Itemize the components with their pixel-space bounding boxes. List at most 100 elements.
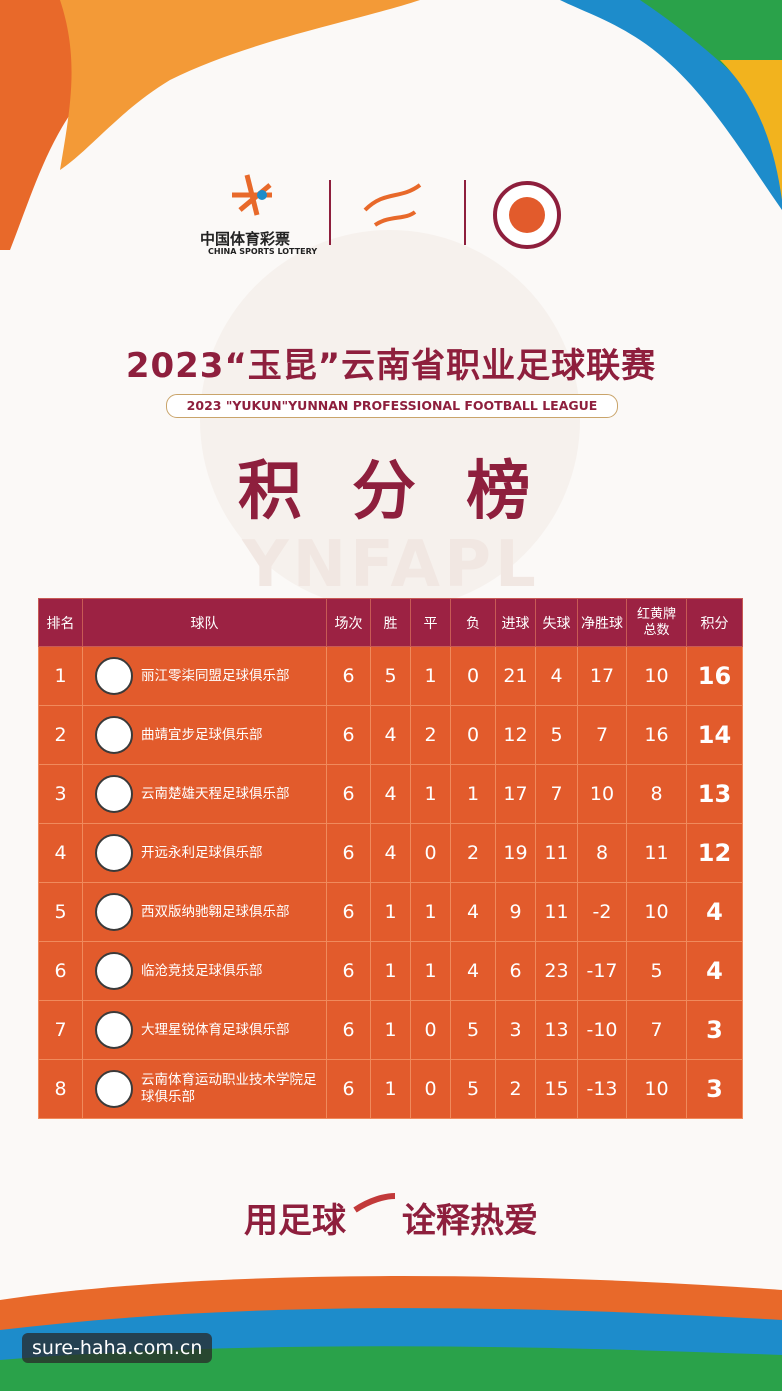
column-header: 进球	[495, 598, 536, 647]
slogan-left: 用足球	[244, 1201, 346, 1241]
team-name: 西双版纳驰翱足球俱乐部	[141, 903, 290, 920]
stat-cell: 6	[326, 646, 371, 706]
stat-cell: 6	[326, 1059, 371, 1119]
stat-cell: 1	[410, 646, 451, 706]
team-name: 临沧竞技足球俱乐部	[141, 962, 263, 979]
points-cell: 12	[686, 823, 743, 883]
team-cell: 云南体育运动职业技术学院足球俱乐部	[82, 1059, 327, 1119]
stat-cell: 0	[450, 646, 496, 706]
stat-cell: 3	[38, 764, 83, 824]
lottery-name-en: CHINA SPORTS LOTTERY	[208, 247, 318, 256]
title: 2023“玉昆”云南省职业足球联赛	[125, 346, 657, 386]
stat-cell: 11	[535, 823, 578, 883]
stat-cell: 7	[577, 705, 627, 765]
stat-cell: 12	[495, 705, 536, 765]
stat-cell: 2	[38, 705, 83, 765]
table-row: 3 云南楚雄天程足球俱乐部 6 4 1 1 17 7 10 8 13	[38, 764, 743, 824]
team-name: 云南体育运动职业技术学院足球俱乐部	[141, 1072, 317, 1105]
stat-cell: 6	[326, 1000, 371, 1060]
heading: 积 分 榜	[237, 455, 545, 529]
stat-cell: 5	[450, 1000, 496, 1060]
points-cell: 3	[686, 1059, 743, 1119]
stat-cell: 8	[577, 823, 627, 883]
stat-cell: 10	[626, 1059, 687, 1119]
stat-cell: 5	[535, 705, 578, 765]
stat-cell: 3	[495, 1000, 536, 1060]
team-logo	[95, 893, 133, 931]
column-header: 红黄牌总数	[626, 598, 687, 647]
team-cell: 丽江零柒同盟足球俱乐部	[82, 646, 327, 706]
team-name: 开远永利足球俱乐部	[141, 844, 263, 861]
stat-cell: 6	[326, 705, 371, 765]
stat-cell: 4	[370, 764, 411, 824]
stat-cell: 2	[495, 1059, 536, 1119]
stat-cell: -17	[577, 941, 627, 1001]
stat-cell: -2	[577, 882, 627, 942]
stat-cell: 6	[326, 823, 371, 883]
stat-cell: 1	[370, 1000, 411, 1060]
team-name: 曲靖宜步足球俱乐部	[141, 726, 263, 743]
points-cell: 4	[686, 882, 743, 942]
table-row: 2 曲靖宜步足球俱乐部 6 4 2 0 12 5 7 16 14	[38, 705, 743, 765]
stat-cell: 0	[410, 1000, 451, 1060]
stat-cell: 0	[450, 705, 496, 765]
table-row: 1 丽江零柒同盟足球俱乐部 6 5 1 0 21 4 17 10 16	[38, 646, 743, 706]
stat-cell: 1	[410, 764, 451, 824]
stat-cell: 5	[450, 1059, 496, 1119]
site-watermark: sure-haha.com.cn	[22, 1333, 213, 1363]
table-row: 7 大理星锐体育足球俱乐部 6 1 0 5 3 13 -10 7 3	[38, 1000, 743, 1060]
stat-cell: 8	[626, 764, 687, 824]
stat-cell: 1	[370, 1059, 411, 1119]
stat-cell: -10	[577, 1000, 627, 1060]
column-header: 净胜球	[577, 598, 627, 647]
stat-cell: 5	[38, 882, 83, 942]
stat-cell: 4	[370, 823, 411, 883]
stat-cell: 10	[577, 764, 627, 824]
column-header: 排名	[38, 598, 83, 647]
stat-cell: 1	[410, 882, 451, 942]
team-name: 丽江零柒同盟足球俱乐部	[141, 667, 290, 684]
stat-cell: 10	[626, 882, 687, 942]
stat-cell: -13	[577, 1059, 627, 1119]
stat-cell: 1	[410, 941, 451, 1001]
stat-cell: 2	[450, 823, 496, 883]
points-cell: 14	[686, 705, 743, 765]
stat-cell: 17	[495, 764, 536, 824]
team-name: 云南楚雄天程足球俱乐部	[141, 785, 290, 802]
table-row: 6 临沧竞技足球俱乐部 6 1 1 4 6 23 -17 5 4	[38, 941, 743, 1001]
stat-cell: 23	[535, 941, 578, 1001]
subtitle: 2023 "YUKUN"YUNNAN PROFESSIONAL FOOTBALL…	[166, 394, 618, 418]
stat-cell: 15	[535, 1059, 578, 1119]
stat-cell: 13	[535, 1000, 578, 1060]
stat-cell: 21	[495, 646, 536, 706]
background-watermark: YNFAPL	[242, 528, 540, 602]
table-row: 5 西双版纳驰翱足球俱乐部 6 1 1 4 9 11 -2 10 4	[38, 882, 743, 942]
table-row: 8 云南体育运动职业技术学院足球俱乐部 6 1 0 5 2 15 -13 10 3	[38, 1059, 743, 1119]
table-body: 1 丽江零柒同盟足球俱乐部 6 5 1 0 21 4 17 10 16 2 曲靖宜步足球俱乐部 6 4 2 0 1…	[38, 646, 743, 1119]
stat-cell: 6	[38, 941, 83, 1001]
stat-cell: 17	[577, 646, 627, 706]
team-logo	[95, 657, 133, 695]
stat-cell: 11	[535, 882, 578, 942]
points-cell: 16	[686, 646, 743, 706]
column-header-text: 红黄牌总数	[636, 606, 676, 638]
team-logo	[95, 1011, 133, 1049]
team-cell: 大理星锐体育足球俱乐部	[82, 1000, 327, 1060]
team-cell: 云南楚雄天程足球俱乐部	[82, 764, 327, 824]
stat-cell: 0	[410, 823, 451, 883]
slogan-right: 诠释热爱	[402, 1201, 538, 1241]
stat-cell: 4	[38, 823, 83, 883]
team-logo	[95, 1070, 133, 1108]
team-name: 大理星锐体育足球俱乐部	[141, 1021, 290, 1038]
stat-cell: 2	[410, 705, 451, 765]
column-header: 平	[410, 598, 451, 647]
column-header: 积分	[686, 598, 743, 647]
stat-cell: 0	[410, 1059, 451, 1119]
stat-cell: 19	[495, 823, 536, 883]
stat-cell: 7	[626, 1000, 687, 1060]
standings-table: 排名 球队 场次胜平负进球 失球 净胜球 红黄牌总数 积分 1 丽江零柒同盟足球俱乐部 6 5 1 0…	[38, 598, 743, 1119]
column-header: 负	[450, 598, 496, 647]
stat-cell: 1	[370, 882, 411, 942]
stat-cell: 6	[495, 941, 536, 1001]
